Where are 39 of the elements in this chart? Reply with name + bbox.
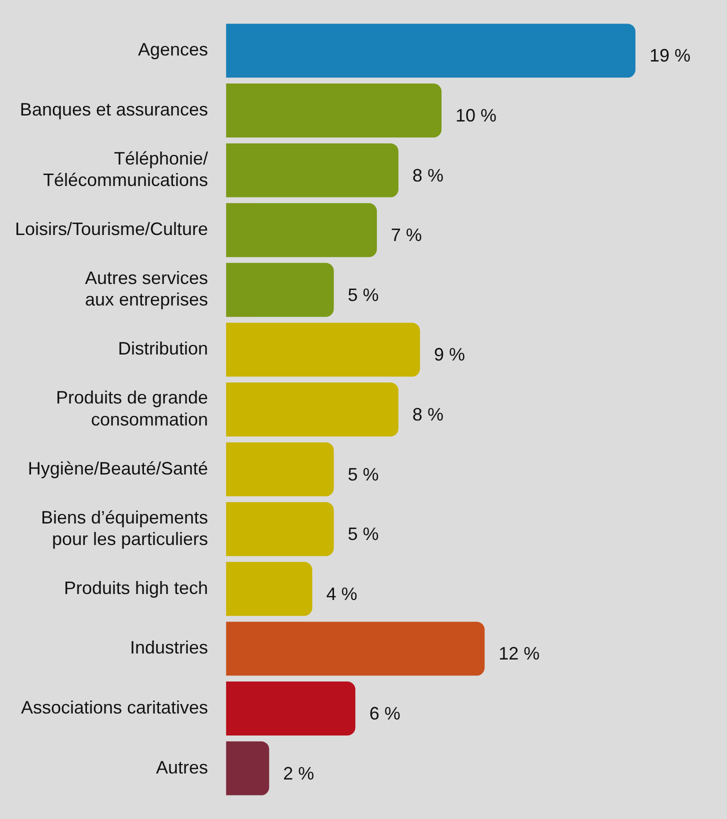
bar	[226, 622, 485, 676]
data-label: 7 %	[390, 225, 422, 246]
data-label: 5 %	[348, 524, 379, 544]
y-tick-label: Biens d’équipements pour les particuliers	[40, 507, 208, 549]
y-tick-label: Autres	[156, 757, 208, 778]
y-tick-label: Industries	[130, 638, 208, 658]
data-label: 10 %	[456, 105, 497, 126]
y-tick-label: Loisirs/Tourisme/Culture	[15, 219, 208, 240]
bar	[226, 143, 398, 198]
data-label: 5 %	[348, 464, 379, 484]
y-tick-label: Agences	[138, 40, 208, 60]
y-tick-label: Distribution	[118, 338, 208, 359]
data-label: 12 %	[498, 644, 540, 664]
data-label: 19 %	[649, 46, 690, 66]
bar	[226, 442, 334, 496]
data-label: 2 %	[283, 763, 314, 784]
data-label: 6 %	[369, 703, 400, 724]
y-tick-label: Banques et assurances	[20, 99, 208, 120]
y-tick-label: Hygiène/Beauté/Santé	[28, 458, 208, 478]
bar	[226, 262, 334, 317]
bar	[226, 382, 398, 436]
data-label: 9 %	[434, 344, 466, 365]
bar	[226, 322, 420, 377]
bar	[226, 502, 334, 556]
y-tick-label: Associations caritatives	[20, 697, 208, 718]
y-tick-label: Produits high tech	[64, 578, 208, 598]
data-label: 8 %	[412, 404, 444, 424]
y-tick-label: Téléphonie/ Télécommunications	[42, 148, 208, 190]
y-tick-label: Produits de grande consommation	[56, 388, 208, 430]
data-label: 8 %	[412, 165, 444, 186]
bar	[226, 741, 270, 796]
bar	[226, 203, 377, 258]
data-label: 4 %	[326, 584, 358, 604]
bar	[226, 24, 636, 78]
bar	[226, 84, 442, 138]
y-tick-label: Autres services aux entreprises	[84, 268, 208, 310]
bar	[226, 562, 312, 616]
bar	[226, 682, 356, 736]
data-label: 5 %	[348, 284, 379, 305]
